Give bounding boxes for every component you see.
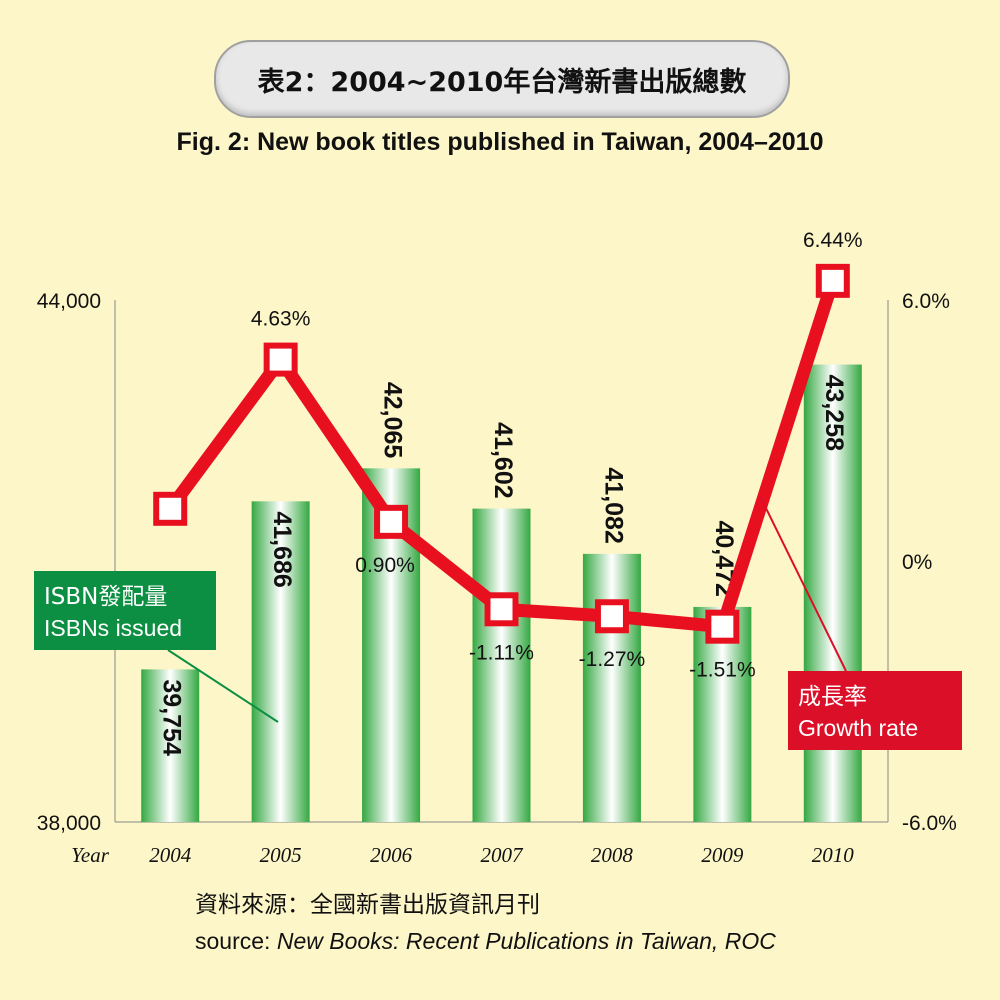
- x-axis-title: Year: [71, 843, 110, 867]
- x-tick-label: 2007: [481, 843, 525, 867]
- source-en: source: New Books: Recent Publications i…: [195, 928, 776, 955]
- chart-subtitle: Fig. 2: New book titles published in Tai…: [176, 128, 824, 156]
- growth-value-label: -1.11%: [469, 641, 534, 664]
- chart-title: 表2：2004~2010年台灣新書出版總數: [214, 40, 790, 118]
- x-tick-label: 2009: [701, 843, 744, 867]
- growth-value-label: -1.51%: [689, 659, 756, 682]
- legend-line-label-zh: 成長率: [798, 684, 867, 710]
- legend-bars-label-zh: ISBN發配量: [44, 584, 167, 610]
- x-tick-label: 2004: [149, 843, 192, 867]
- growth-marker: [705, 609, 740, 644]
- legend-line-leader: [759, 495, 847, 672]
- bar-value-label: 39,754: [158, 679, 186, 756]
- growth-marker: [153, 491, 188, 526]
- source-en-prefix: source:: [195, 928, 277, 954]
- bar: [251, 501, 310, 822]
- x-tick-label: 2006: [370, 843, 413, 867]
- bar: [141, 669, 200, 822]
- right-tick-label: -6.0%: [902, 812, 957, 835]
- source-zh: 資料來源：全國新書出版資訊月刊: [195, 892, 540, 918]
- left-tick-label: 38,000: [37, 812, 101, 835]
- left-tick-label: 44,000: [37, 290, 101, 313]
- growth-marker: [374, 504, 409, 539]
- bar-value-label: 41,082: [599, 467, 627, 543]
- growth-marker: [484, 592, 519, 627]
- right-tick-label: 6.0%: [902, 290, 950, 313]
- right-tick-label: 0%: [902, 551, 932, 574]
- growth-marker: [594, 599, 629, 634]
- x-tick-label: 2005: [260, 843, 302, 867]
- bar-value-label: 41,686: [268, 511, 296, 587]
- bar: [582, 553, 641, 822]
- legend-bars-box: [34, 571, 216, 650]
- growth-value-label: -1.27%: [579, 648, 646, 671]
- legend-line-box: [788, 671, 962, 750]
- legend-line-label-en: Growth rate: [798, 715, 918, 741]
- x-tick-label: 2008: [591, 843, 634, 867]
- growth-value-label: 4.63%: [251, 308, 311, 331]
- legend-bars-leader: [167, 649, 279, 723]
- growth-value-label: 6.44%: [803, 229, 863, 252]
- x-tick-label: 2010: [812, 843, 855, 867]
- bar: [472, 508, 531, 822]
- growth-marker: [815, 263, 850, 298]
- bar-value-label: 43,258: [820, 375, 848, 452]
- source-en-title: New Books: Recent Publications in Taiwan…: [276, 928, 776, 954]
- legend-bars-label-en: ISBNs issued: [44, 615, 182, 641]
- growth-marker: [263, 342, 298, 377]
- growth-value-label: 0.90%: [355, 554, 415, 577]
- bar-value-label: 42,065: [378, 382, 406, 459]
- bar-value-label: 41,602: [489, 422, 517, 498]
